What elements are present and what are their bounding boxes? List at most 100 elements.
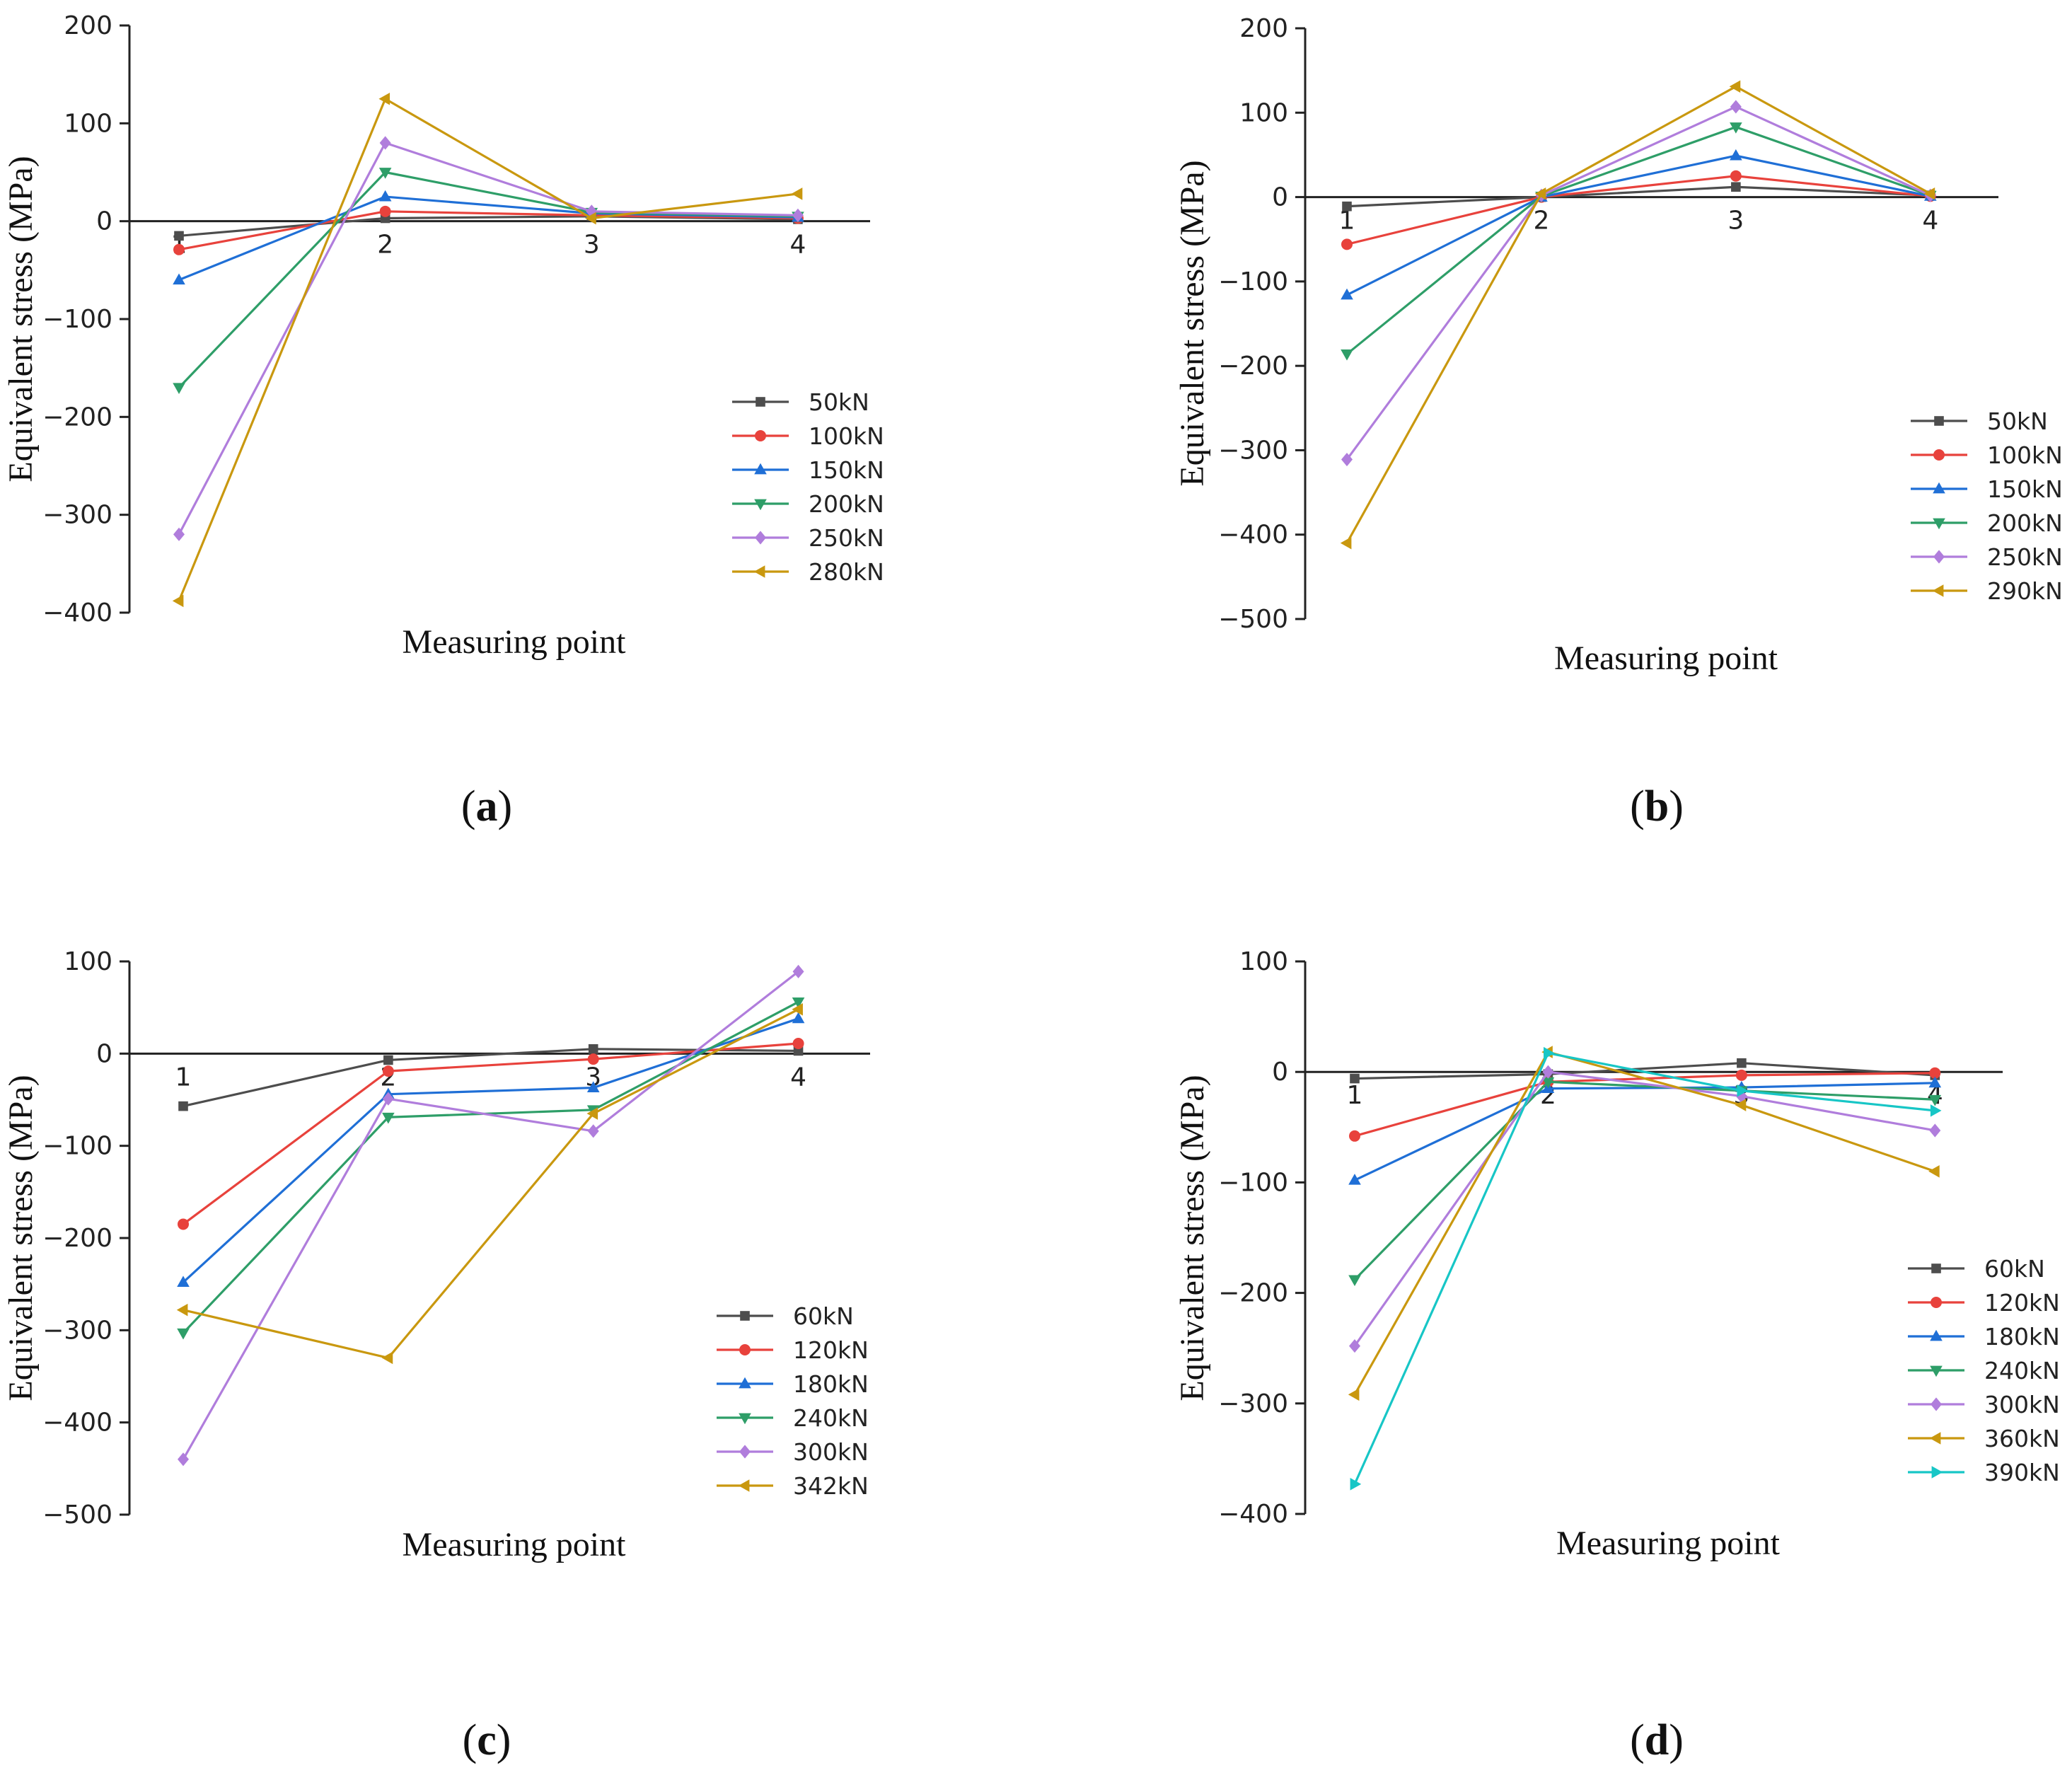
data-point-200kN-1 <box>1341 349 1353 361</box>
legend-label-250kN: 250kN <box>1987 543 2063 571</box>
data-point-100kN-2 <box>379 205 391 217</box>
series-line-100kN <box>178 210 798 251</box>
data-point-280kN-1 <box>172 594 184 608</box>
series-line-100kN <box>1346 175 1931 245</box>
legend-marker-120kN <box>739 1344 751 1355</box>
data-point-290kN-3 <box>1729 80 1741 93</box>
series-line-150kN <box>1346 154 1931 296</box>
chart-panel-b: −500 −400 −300 −200 −100 0 100 200 1 2 3 4 Equivalen… <box>1036 0 2072 893</box>
legend-label-290kN: 290kN <box>1987 577 2063 605</box>
data-point-50kN-3 <box>1731 182 1741 192</box>
series-line-360kN <box>1353 1051 1935 1396</box>
legend-marker-360kN <box>1929 1432 1941 1445</box>
data-point-290kN-1 <box>1340 536 1352 550</box>
data-point-60kN-1 <box>1350 1073 1360 1084</box>
legend-marker-180kN <box>739 1377 751 1389</box>
series-line-250kN <box>1345 105 1931 461</box>
data-point-240kN-4 <box>792 997 805 1009</box>
data-point-50kN-1 <box>1342 201 1352 212</box>
series-line-390kN <box>1353 1052 1935 1485</box>
x-axis-title: Measuring point <box>1556 1525 1781 1562</box>
data-point-250kN-3 <box>1730 100 1742 114</box>
legend-label-180kN: 180kN <box>1984 1323 2060 1351</box>
y-tick-label: −100 <box>42 305 112 334</box>
y-tick-label: −400 <box>42 598 112 628</box>
y-tick-label: 100 <box>1239 947 1288 976</box>
data-point-342kN-3 <box>586 1107 598 1120</box>
data-point-180kN-1 <box>177 1276 190 1287</box>
legend-label-390kN: 390kN <box>1984 1459 2060 1486</box>
legend-label-200kN: 200kN <box>809 490 884 518</box>
data-point-250kN-4 <box>792 208 804 222</box>
data-point-300kN-3 <box>587 1124 599 1138</box>
legend-label-50kN: 50kN <box>1987 407 2048 435</box>
legend-marker-180kN <box>1930 1329 1943 1341</box>
data-point-300kN-2 <box>382 1092 394 1106</box>
legend-marker-50kN <box>756 397 765 407</box>
legend-marker-240kN <box>1930 1365 1943 1377</box>
data-point-200kN-2 <box>378 168 392 179</box>
data-point-342kN-2 <box>381 1351 393 1365</box>
legend-label-60kN: 60kN <box>1984 1255 2045 1283</box>
data-point-280kN-4 <box>791 187 803 200</box>
series-line-300kN <box>1353 1070 1935 1347</box>
legend-label-240kN: 240kN <box>1984 1357 2060 1384</box>
data-point-290kN-2 <box>1534 187 1546 200</box>
x-tick-label: 4 <box>1922 207 1938 236</box>
x-tick-label: 1 <box>1339 207 1355 236</box>
legend-marker-60kN <box>1931 1263 1941 1273</box>
legend-label-342kN: 342kN <box>793 1472 869 1500</box>
data-point-120kN-4 <box>792 1037 804 1049</box>
y-tick-label: −300 <box>1218 1389 1288 1418</box>
legend-label-60kN: 60kN <box>793 1302 854 1330</box>
panel-label-d: (d) <box>1630 1716 1684 1764</box>
data-point-360kN-4 <box>1928 1164 1940 1178</box>
data-point-60kN-1 <box>178 1101 188 1111</box>
x-axis-title: Measuring point <box>403 1526 627 1563</box>
chart-svg-b: −500 −400 −300 −200 −100 0 100 200 1 2 3 4 Equivalen… <box>1174 14 2063 677</box>
y-axis-title: Equivalent stress (MPa) <box>2 156 40 482</box>
series-line-280kN <box>178 98 799 602</box>
data-point-200kN-1 <box>173 383 185 395</box>
data-point-250kN-2 <box>379 136 391 150</box>
data-point-100kN-1 <box>1341 238 1353 250</box>
x-tick-label: 3 <box>584 231 600 260</box>
y-tick-label: −400 <box>1218 1500 1288 1529</box>
data-point-150kN-3 <box>1730 149 1742 161</box>
data-point-180kN-4 <box>792 1012 805 1024</box>
y-tick-label: −200 <box>1218 352 1288 381</box>
data-point-250kN-1 <box>1341 452 1353 467</box>
data-point-180kN-1 <box>1348 1174 1361 1185</box>
legend-label-50kN: 50kN <box>809 388 869 416</box>
series-line-240kN <box>182 1000 799 1334</box>
x-tick-label: 1 <box>175 1063 192 1092</box>
legend-label-100kN: 100kN <box>809 422 884 450</box>
x-tick-label: 3 <box>1727 207 1744 236</box>
data-point-240kN-2 <box>1541 1077 1555 1089</box>
panel-label-c: (c) <box>462 1716 511 1764</box>
data-point-300kN-1 <box>178 1452 189 1467</box>
data-point-240kN-1 <box>177 1328 190 1340</box>
legend-label-200kN: 200kN <box>1987 509 2063 537</box>
legend-label-150kN: 150kN <box>809 456 884 484</box>
series-line-60kN <box>183 1048 799 1108</box>
data-point-240kN-2 <box>382 1112 395 1124</box>
series-line-290kN <box>1345 85 1931 544</box>
legend-marker-100kN <box>1933 449 1945 461</box>
y-tick-label: 200 <box>64 11 112 40</box>
y-tick-label: −100 <box>42 1132 112 1161</box>
y-tick-label: −400 <box>42 1409 112 1438</box>
panel-label-b: (b) <box>1630 782 1684 831</box>
data-point-100kN-3 <box>1730 170 1742 182</box>
legend-marker-300kN <box>739 1445 751 1459</box>
data-point-390kN-1 <box>1350 1478 1362 1491</box>
legend-marker-290kN <box>1932 584 1944 597</box>
legend-marker-250kN <box>755 531 766 545</box>
legend-label-300kN: 300kN <box>793 1438 869 1466</box>
legend-marker-150kN <box>1933 482 1945 494</box>
data-point-120kN-3 <box>1735 1069 1747 1081</box>
y-tick-label: 100 <box>1239 98 1288 127</box>
y-tick-label: −200 <box>1218 1279 1288 1308</box>
